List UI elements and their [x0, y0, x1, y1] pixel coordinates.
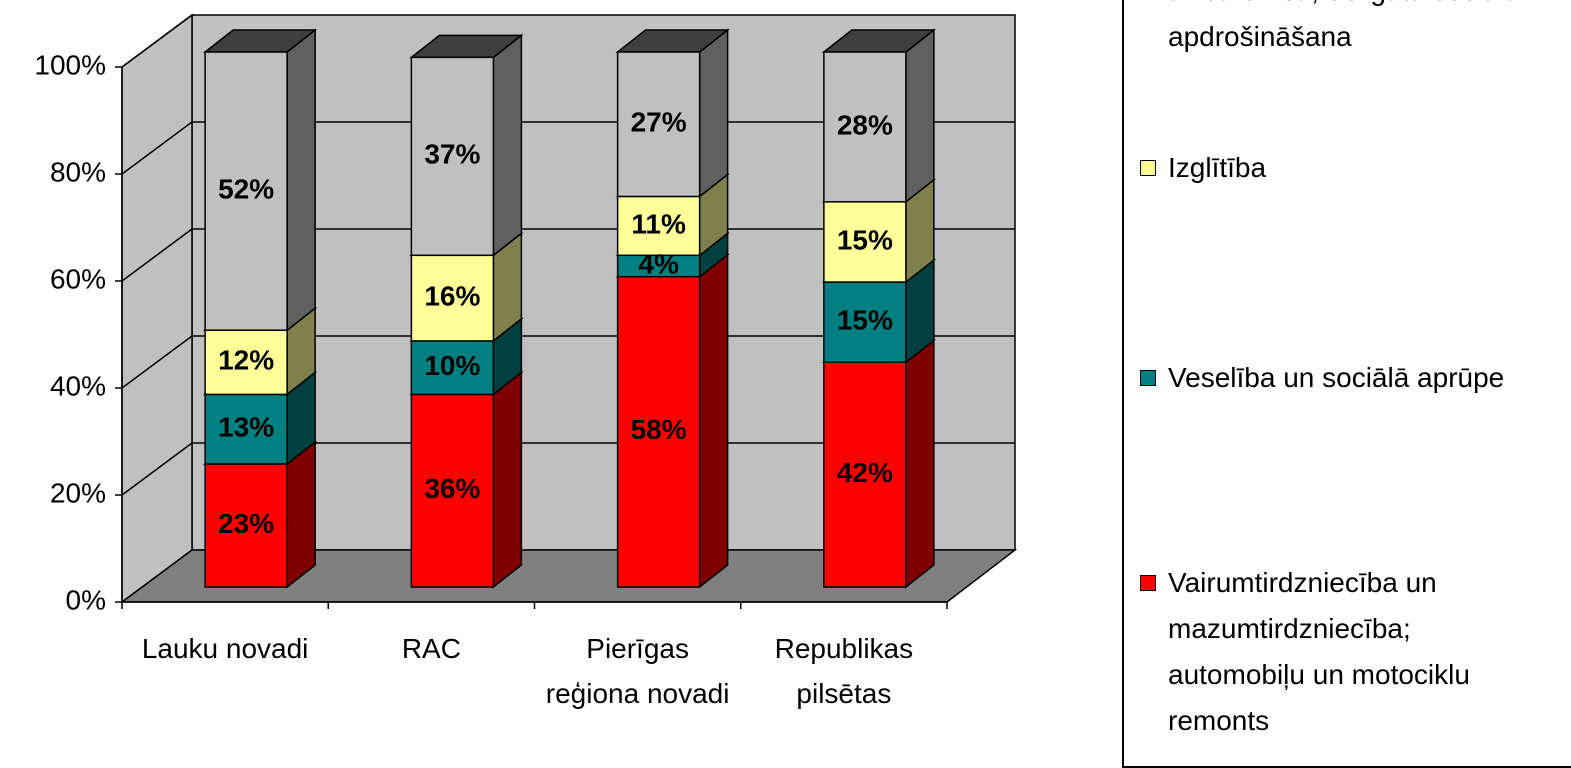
bar-segment	[204, 51, 288, 331]
data-label: 15%	[837, 305, 893, 336]
data-label: 10%	[424, 350, 480, 381]
bar-segment	[410, 56, 495, 257]
data-label: 4%	[638, 248, 679, 279]
data-label: 58%	[631, 414, 687, 445]
grid-line	[121, 228, 193, 282]
data-label: 13%	[218, 412, 274, 443]
legend-entry: Izglītība	[1140, 145, 1560, 191]
bar-segment	[616, 195, 701, 257]
legend-swatch	[1140, 370, 1156, 386]
bar-segment-side	[492, 33, 523, 257]
bar-segment	[204, 463, 288, 588]
data-label: 42%	[837, 457, 893, 488]
y-tick-label: 80%	[50, 156, 106, 187]
bar-segment-side	[698, 253, 729, 589]
bar-segment	[823, 51, 907, 203]
bar-segment-side	[905, 28, 935, 204]
data-label: 12%	[218, 345, 274, 376]
x-tick-label: Pierīgas reģiona novadi	[545, 633, 730, 709]
data-label: 52%	[218, 173, 274, 204]
bar-segment-side	[698, 28, 729, 198]
data-label: 36%	[424, 473, 480, 504]
grid-line	[121, 335, 193, 389]
legend-label: Izglītība	[1168, 152, 1267, 183]
bar-segment-side	[492, 370, 523, 589]
side-wall	[121, 13, 193, 604]
y-tick-label: 60%	[50, 263, 106, 294]
legend-swatch	[1140, 160, 1156, 176]
data-label: 11%	[631, 208, 686, 239]
x-tick-label: Republikas pilsētas	[774, 633, 914, 709]
bar-segment	[823, 201, 907, 283]
bar-segment	[204, 393, 288, 465]
y-tick-label: 40%	[50, 370, 106, 401]
bar-segment	[410, 340, 495, 396]
data-label: 28%	[837, 109, 893, 140]
bar-segment	[410, 393, 495, 588]
bar-segment	[410, 254, 495, 342]
legend-label: aizsardzība; obligātā sociālā apdrošināš…	[1168, 0, 1520, 52]
bar-segment	[204, 329, 288, 396]
bar-segment-side	[286, 28, 316, 332]
grid-line	[121, 14, 193, 68]
grid-line	[121, 121, 193, 175]
bar-segment	[823, 361, 907, 588]
legend-entry: Vairumtirdzniecība un mazumtirdzniecība;…	[1140, 560, 1560, 744]
bar-segment	[616, 51, 701, 198]
legend-label: Vairumtirdzniecība un mazumtirdzniecība;…	[1168, 567, 1470, 736]
y-tick-label: 0%	[66, 584, 106, 615]
bar-segment-side	[286, 440, 316, 589]
data-label: 23%	[218, 508, 274, 539]
y-tick-label: 20%	[50, 477, 106, 508]
legend-swatch	[1140, 575, 1156, 591]
bar-segment-side	[905, 338, 935, 589]
legend-entry: Veselība un sociālā aprūpe	[1140, 355, 1560, 401]
data-label: 16%	[424, 280, 480, 311]
x-tick-label: RAC	[401, 633, 461, 664]
y-tick-label: 100%	[34, 49, 106, 80]
legend-entry: aizsardzība; obligātā sociālā apdrošināš…	[1140, 0, 1560, 60]
grid-line	[121, 442, 193, 496]
data-label: 37%	[424, 139, 480, 170]
data-label: 27%	[631, 107, 687, 138]
legend-label: Veselība un sociālā aprūpe	[1168, 362, 1505, 393]
data-label: 15%	[837, 224, 893, 255]
x-tick-label: Lauku novadi	[141, 633, 309, 664]
